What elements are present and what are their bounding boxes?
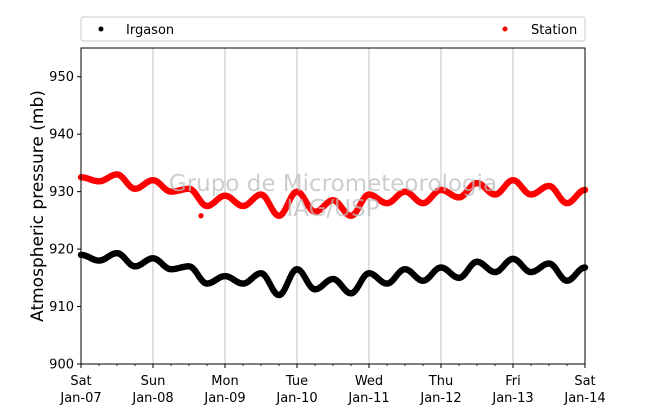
x-tick-label-date: Jan-07 <box>59 391 101 406</box>
y-axis-title: Atmospheric pressure (mb) <box>28 90 48 322</box>
y-axis: 900 910 920 930 940 950 <box>49 70 81 373</box>
y-tick-label: 900 <box>49 358 74 373</box>
x-tick-label-day: Sat <box>574 374 595 389</box>
y-tick-label: 920 <box>49 243 74 258</box>
data-series <box>77 171 589 299</box>
data-point-outlier <box>198 213 204 219</box>
y-tick-label: 950 <box>49 70 74 85</box>
grid-lines <box>152 48 514 364</box>
x-tick-label-date: Jan-14 <box>563 391 605 406</box>
x-tick-label-date: Jan-13 <box>491 391 533 406</box>
x-tick-label-day: Thu <box>428 374 453 389</box>
series-station <box>77 171 589 219</box>
x-tick-label-day: Fri <box>505 374 521 389</box>
y-tick-label: 910 <box>49 300 74 315</box>
legend-frame <box>80 16 586 42</box>
watermark-line-1: Grupo de Micrometeorologia <box>169 171 497 197</box>
x-axis: Sat Jan-07 Sun Jan-08 Mon Jan-09 Tue Jan-10 Wed J… <box>59 364 606 406</box>
legend: Irgason Station <box>80 16 586 42</box>
watermark: Grupo de Micrometeorologia IAG/USP <box>169 171 497 222</box>
x-tick-label-date: Jan-12 <box>419 391 461 406</box>
x-tick-label-day: Sat <box>70 374 91 389</box>
series-irgason <box>77 249 589 299</box>
x-tick-label-day: Mon <box>211 374 238 389</box>
legend-marker-station <box>502 26 508 32</box>
legend-label-irgason: Irgason <box>126 23 174 38</box>
legend-label-station: Station <box>531 23 577 38</box>
y-tick-label: 940 <box>49 128 74 143</box>
y-tick-label: 930 <box>49 185 74 200</box>
legend-marker-irgason <box>98 26 104 32</box>
x-tick-label-date: Jan-09 <box>203 391 245 406</box>
x-tick-label-day: Wed <box>355 374 383 389</box>
x-tick-label-date: Jan-08 <box>131 391 173 406</box>
x-tick-label-day: Tue <box>285 374 308 389</box>
x-tick-label-day: Sun <box>141 374 166 389</box>
x-tick-label-date: Jan-10 <box>275 391 317 406</box>
x-tick-label-date: Jan-11 <box>347 391 389 406</box>
watermark-line-2: IAG/USP <box>287 196 380 222</box>
